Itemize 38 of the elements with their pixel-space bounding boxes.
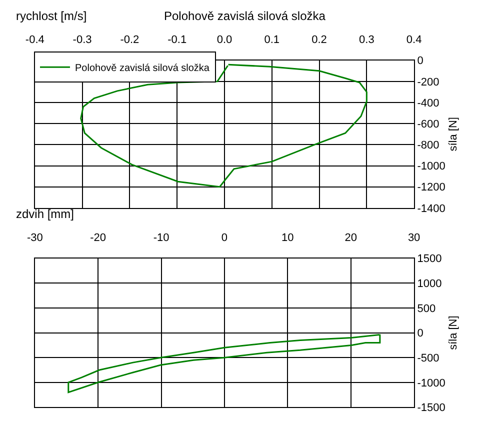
x-tick-label: 10 xyxy=(282,232,294,244)
legend-label: Polohově zavislá silová složka xyxy=(74,63,210,74)
y-tick-label: 0 xyxy=(417,328,424,340)
y-tick-label: 500 xyxy=(417,302,436,315)
x-tick-label: 30 xyxy=(408,232,420,244)
x-tick-label: 0.3 xyxy=(359,34,374,46)
x-tick-label: 0.2 xyxy=(312,34,327,46)
x-tick-label: -30 xyxy=(26,232,43,244)
y-axis-title: síla [N] xyxy=(448,316,460,350)
y-tick-label: -1400 xyxy=(417,202,446,215)
y-tick-label: -1000 xyxy=(417,377,446,390)
y-tick-label: -400 xyxy=(417,97,440,110)
y-tick-label: -600 xyxy=(417,118,440,130)
y-tick-label: -1500 xyxy=(417,402,446,414)
x-axis-title: rychlost [m/s] xyxy=(16,9,87,23)
x-tick-label: -0.2 xyxy=(120,34,140,46)
x-tick-label: 20 xyxy=(344,232,357,244)
y-tick-label: 1500 xyxy=(417,253,442,266)
y-tick-label: -200 xyxy=(417,76,440,88)
x-tick-label: -20 xyxy=(90,232,106,244)
chart-title: Polohově zavislá silová složka xyxy=(164,9,326,23)
y-tick-label: -800 xyxy=(417,140,440,152)
x-tick-label: 0.4 xyxy=(406,34,422,46)
y-tick-label: 0 xyxy=(417,55,424,68)
y-tick-label: -1200 xyxy=(417,182,446,194)
y-tick-label: -500 xyxy=(417,352,440,364)
x-tick-label: -0.1 xyxy=(168,34,187,46)
line-series xyxy=(68,334,381,394)
x-tick-label: -0.3 xyxy=(72,34,92,46)
y-axis-title: síla [N] xyxy=(448,117,460,152)
x-tick-label: 0 xyxy=(221,232,228,244)
x-axis-title: zdvih [mm] xyxy=(16,207,74,221)
x-tick-label: 0.0 xyxy=(216,34,232,46)
x-tick-label: -10 xyxy=(153,232,170,244)
y-tick-label: -1000 xyxy=(417,160,446,173)
x-tick-label: 0.1 xyxy=(264,34,280,46)
y-tick-label: 1000 xyxy=(417,278,442,290)
x-tick-label: -0.4 xyxy=(25,34,44,46)
